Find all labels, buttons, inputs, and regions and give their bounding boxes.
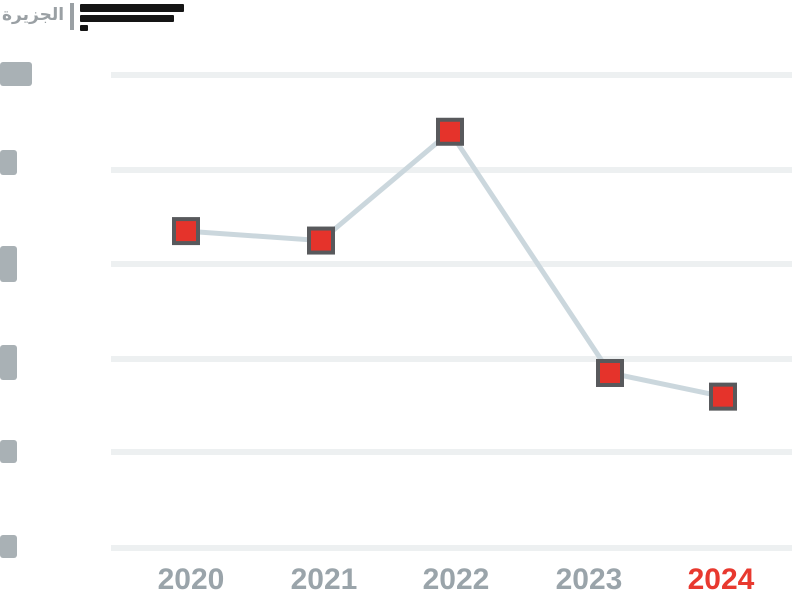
title-line-2 <box>80 15 175 22</box>
data-point-2020 <box>172 217 200 246</box>
x-axis-label-2020: 2020 <box>158 563 225 594</box>
y-axis-label-redacted-5 <box>0 535 17 558</box>
data-point-2024 <box>709 382 737 411</box>
data-point-2021 <box>307 226 335 255</box>
data-point-2023 <box>596 358 624 387</box>
x-axis-label-2024: 2024 <box>688 563 755 594</box>
title-line-3 <box>80 25 89 31</box>
header-divider <box>70 3 75 30</box>
x-axis-label-2023: 2023 <box>556 563 623 594</box>
y-axis-label-redacted-1 <box>0 150 17 175</box>
y-axis-label-redacted-2 <box>0 246 17 282</box>
y-axis-label-redacted-0 <box>0 62 32 86</box>
chart-title-redacted <box>80 2 185 31</box>
y-axis-label-redacted-3 <box>0 345 17 380</box>
data-point-2022 <box>436 117 464 146</box>
x-axis-label-2021: 2021 <box>291 563 358 594</box>
title-line-1 <box>80 4 185 12</box>
y-axis-label-redacted-4 <box>0 440 17 463</box>
header: الجزيرة <box>2 2 185 32</box>
brand-logo: الجزيرة <box>2 5 65 25</box>
x-axis-label-2022: 2022 <box>423 563 490 594</box>
